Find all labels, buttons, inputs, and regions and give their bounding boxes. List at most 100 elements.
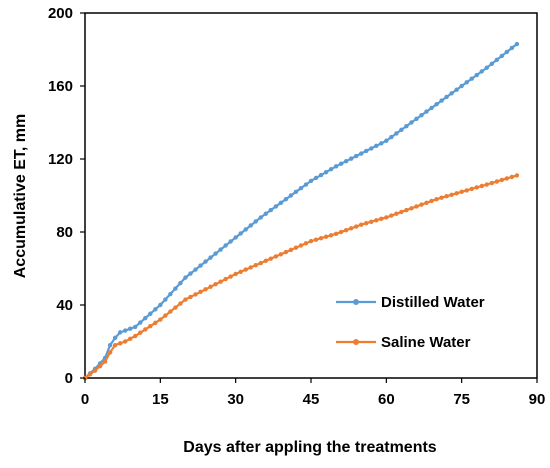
data-point [459, 189, 464, 195]
data-point [484, 65, 489, 70]
data-point [394, 211, 399, 216]
data-point [112, 342, 118, 348]
data-point [379, 141, 384, 146]
data-point [419, 202, 424, 207]
data-point [278, 200, 284, 205]
data-point [328, 167, 334, 172]
series-line [84, 43, 518, 379]
data-point [223, 276, 228, 282]
data-point [303, 182, 309, 187]
data-point [298, 186, 304, 191]
data-point [414, 116, 419, 122]
legend-label: Saline Water [381, 334, 471, 351]
data-point [283, 196, 289, 202]
data-point [193, 292, 198, 297]
series-line [84, 174, 518, 379]
data-point [343, 227, 349, 233]
series-distilled-water [82, 41, 520, 381]
data-point [379, 216, 384, 222]
data-point [278, 252, 284, 257]
data-point [97, 363, 103, 369]
data-point [394, 131, 399, 136]
data-point [258, 260, 263, 266]
data-point [454, 191, 459, 196]
data-point [238, 269, 243, 274]
data-point [308, 238, 314, 244]
data-point [183, 275, 188, 280]
data-point [338, 161, 344, 166]
data-point [102, 359, 108, 364]
data-point [268, 207, 274, 213]
data-point [133, 333, 138, 339]
data-point [434, 196, 439, 202]
y-tick-label: 0 [65, 370, 73, 387]
y-tick-label: 200 [48, 5, 73, 22]
data-point [323, 169, 329, 175]
data-point [474, 72, 479, 78]
data-point [168, 309, 173, 314]
x-tick-label: 75 [453, 391, 470, 408]
data-point [429, 105, 434, 111]
data-point [459, 83, 464, 89]
data-point [328, 233, 334, 238]
data-point [117, 341, 123, 346]
data-point [424, 200, 429, 205]
legend-marker [353, 339, 359, 345]
data-point [494, 57, 500, 63]
y-axis-ticks: 0 40 80 120 160 200 [48, 5, 85, 387]
data-point [138, 320, 143, 325]
data-point [148, 323, 153, 329]
y-tick-label: 40 [56, 297, 73, 314]
data-point [384, 138, 389, 143]
data-point [143, 327, 148, 332]
data-point [288, 247, 294, 253]
data-point [374, 143, 379, 149]
data-point [117, 330, 123, 335]
data-point [193, 267, 198, 272]
data-point [369, 219, 374, 224]
data-point [87, 372, 93, 377]
data-point [419, 113, 424, 118]
data-point [439, 98, 444, 103]
data-point [158, 317, 163, 322]
data-point [318, 172, 324, 178]
x-tick-label: 0 [81, 391, 89, 408]
x-tick-label: 15 [152, 391, 169, 408]
data-point [359, 151, 364, 156]
y-tick-label: 160 [48, 78, 73, 95]
data-point [489, 180, 494, 186]
y-tick-label: 120 [48, 151, 73, 168]
data-point [233, 271, 238, 277]
data-point [248, 265, 253, 270]
data-point [268, 256, 274, 261]
data-point [434, 102, 439, 107]
data-point [514, 173, 520, 178]
data-point [444, 94, 449, 100]
data-point [153, 307, 158, 312]
data-point [384, 215, 389, 220]
data-point [389, 134, 394, 140]
data-point [173, 286, 178, 291]
data-point [128, 326, 133, 331]
legend-label: Distilled Water [381, 294, 485, 311]
data-point [228, 274, 233, 279]
data-point [293, 189, 299, 195]
data-point [439, 195, 444, 200]
x-tick-label: 60 [378, 391, 395, 408]
data-point [223, 243, 228, 248]
data-point [243, 267, 248, 272]
data-point [449, 91, 454, 96]
data-point [198, 263, 203, 268]
data-point [107, 342, 113, 348]
data-point [233, 235, 238, 240]
data-point [374, 218, 379, 223]
data-point [414, 204, 419, 209]
data-point [258, 215, 263, 220]
data-point [163, 297, 168, 302]
data-point [228, 239, 233, 244]
data-point [273, 254, 279, 259]
data-point [283, 249, 289, 255]
data-point [474, 185, 479, 190]
data-point [263, 258, 268, 264]
